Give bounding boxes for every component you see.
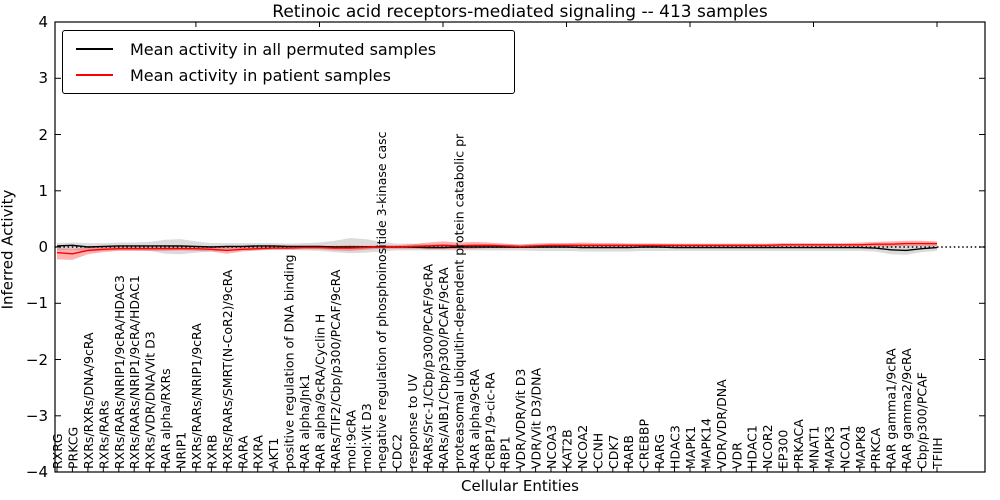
legend-label-patient: Mean activity in patient samples [130, 65, 391, 85]
legend-item-permuted: Mean activity in all permuted samples [76, 36, 514, 62]
plot-frame [54, 21, 986, 473]
chart-title: Retinoic acid receptors-mediated signali… [272, 2, 768, 22]
y-axis-label: Inferred Activity [0, 189, 17, 310]
legend-line-sample-permuted [76, 48, 113, 50]
legend: Mean activity in all permuted samples Me… [62, 30, 515, 94]
permuted-line [56, 244, 938, 252]
patient-line [56, 242, 937, 255]
legend-label-permuted: Mean activity in all permuted samples [130, 39, 437, 59]
legend-item-patient: Mean activity in patient samples [76, 62, 514, 88]
x-axis-label: Cellular Entities [461, 477, 579, 495]
legend-line-sample-patient [76, 74, 113, 76]
